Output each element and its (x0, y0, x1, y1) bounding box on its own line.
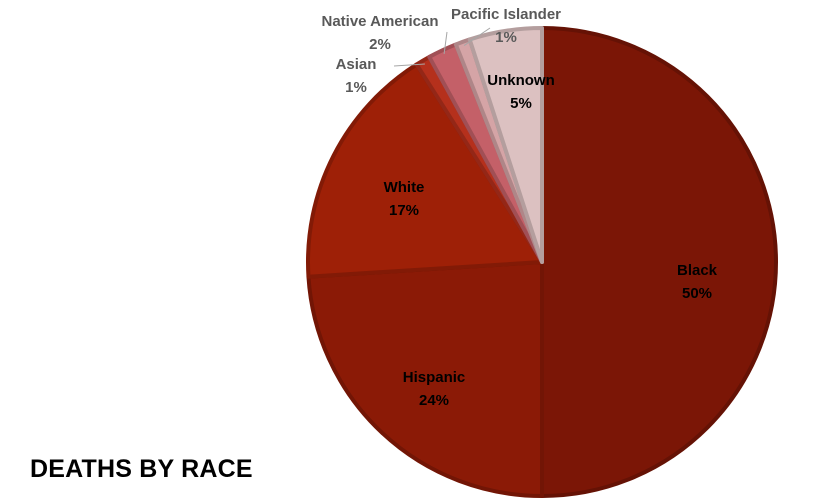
slice-label-percent: 24% (419, 392, 449, 409)
chart-title: DEATHS BY RACE (30, 455, 253, 483)
slice-label-black: Black 50% (677, 262, 718, 302)
slice-label-name: Hispanic (403, 369, 466, 386)
pie-slice-white (306, 62, 544, 279)
pie-labels: Black 50% Hispanic 24% White 17% Asian 1% Native… (322, 6, 718, 409)
pie-slices (306, 26, 778, 498)
slice-label-name: Black (677, 262, 718, 279)
slice-label-name: White (384, 179, 425, 196)
leader-line-pacific-islander (463, 27, 491, 47)
pie-slice-unknown (467, 26, 544, 264)
slice-label-asian: Asian 1% (336, 56, 377, 96)
leader-line-native-american (443, 31, 448, 54)
slice-label-white: White 17% (384, 179, 425, 219)
slice-label-percent: 1% (345, 79, 367, 96)
slice-label-native-american: Native American 2% (322, 13, 439, 53)
leader-line-asian (393, 63, 425, 67)
slice-label-name: Pacific Islander (451, 6, 561, 23)
pie-slice-black (540, 26, 778, 498)
slice-label-percent: 1% (495, 29, 517, 46)
slice-label-percent: 5% (510, 95, 532, 112)
pie-slice-hispanic (306, 260, 544, 498)
slice-label-pacific-islander: Pacific Islander 1% (451, 6, 561, 46)
slice-label-percent: 50% (682, 285, 712, 302)
slice-label-unknown: Unknown 5% (487, 72, 555, 112)
slice-label-name: Asian (336, 56, 377, 73)
slice-label-percent: 17% (389, 202, 419, 219)
slice-label-hispanic: Hispanic 24% (403, 369, 466, 409)
slice-label-name: Unknown (487, 72, 555, 89)
slice-label-name: Native American (322, 13, 439, 30)
slice-label-percent: 2% (369, 36, 391, 53)
